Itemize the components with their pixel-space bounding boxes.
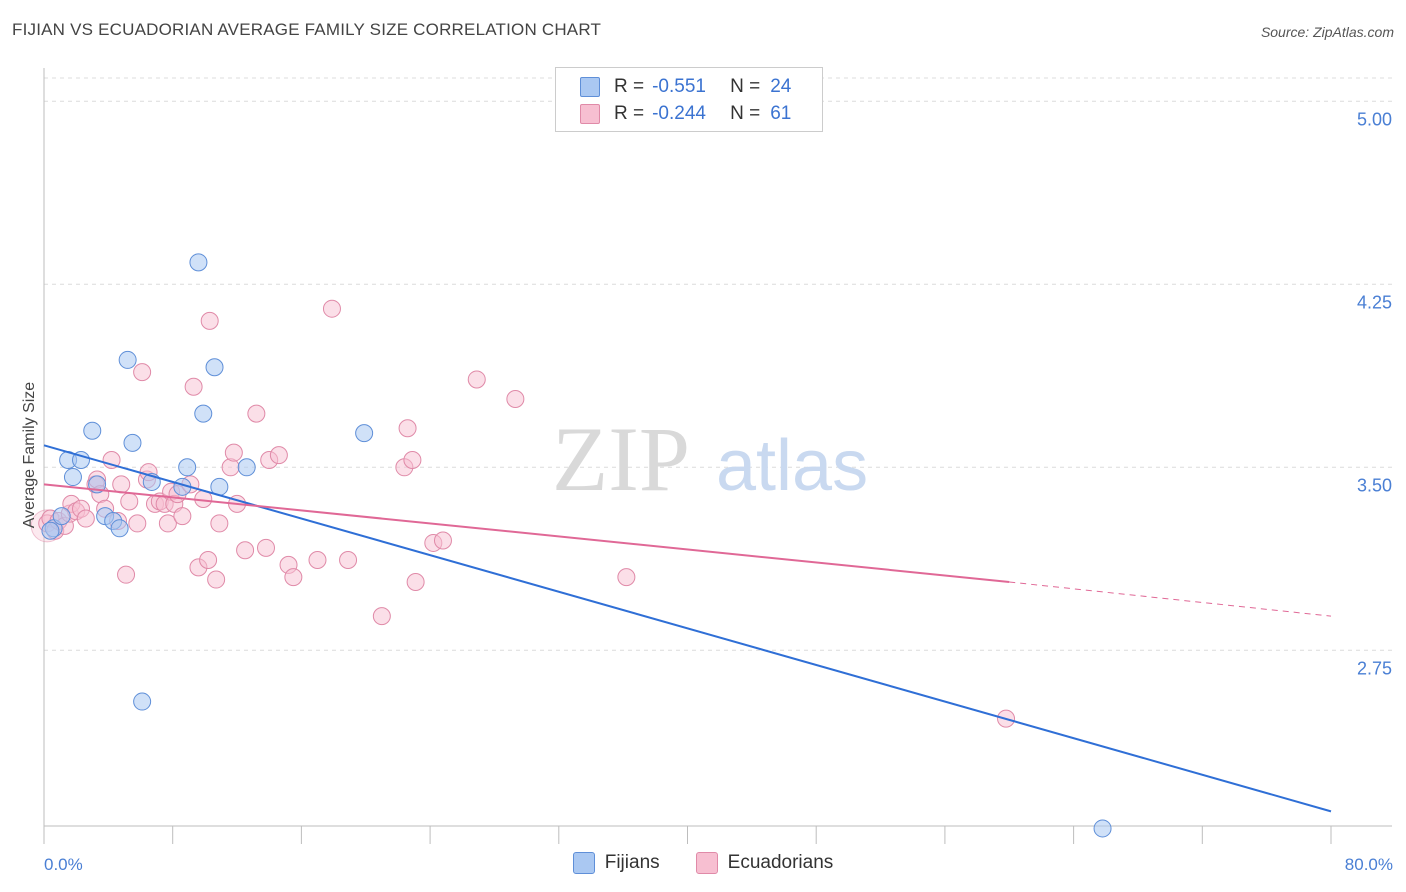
- ecuadorians-point: [224, 443, 243, 462]
- ecuadorians-point: [433, 531, 452, 550]
- ecuadorians-point: [117, 565, 136, 584]
- ecuadorians-point: [372, 607, 391, 626]
- fijians-point: [110, 519, 129, 538]
- tick-labels: 2.75 3.50 4.25 5.00 0.0% 80.0%: [44, 109, 1393, 874]
- watermark-atlas: atlas: [716, 426, 868, 506]
- ecuadorians-point: [207, 570, 226, 589]
- ecuadorians-point: [308, 551, 327, 570]
- fijians-point: [118, 350, 137, 369]
- fijians-point: [72, 450, 91, 469]
- fijians-point: [194, 404, 213, 423]
- r-label: R =: [614, 76, 645, 97]
- ecuadorians-point: [403, 450, 422, 469]
- ecuadorians-point: [184, 377, 203, 396]
- x-tick-label: 80.0%: [1345, 855, 1393, 874]
- y-tick-label: 3.50: [1357, 475, 1392, 495]
- fijians-point: [355, 424, 374, 443]
- fijians-point: [83, 421, 102, 440]
- fijians-point: [63, 468, 82, 487]
- ecuadorians-point: [112, 475, 131, 494]
- ecuadorians-point: [398, 419, 417, 438]
- legend-row-fijians: R = -0.551 N = 24: [580, 74, 791, 100]
- r-value: -0.244: [652, 103, 706, 124]
- ecuadorians-swatch: [580, 104, 600, 124]
- r-value: -0.551: [652, 76, 706, 97]
- series-legend: Fijians Ecuadorians: [0, 852, 1406, 874]
- ecuadorians-point: [133, 363, 152, 382]
- x-tick-label: 0.0%: [44, 855, 83, 874]
- ecuadorians-point: [269, 446, 288, 465]
- fijians-point: [123, 433, 142, 452]
- ecuadorians-point: [257, 538, 276, 557]
- source-label: Source: ZipAtlas.com: [1260, 24, 1394, 40]
- gridlines: [44, 77, 1392, 651]
- n-label: N =: [730, 103, 761, 124]
- y-tick-label: 2.75: [1357, 658, 1392, 678]
- chart-title: FIJIAN VS ECUADORIAN AVERAGE FAMILY SIZE…: [12, 20, 602, 39]
- fijians-point: [52, 507, 71, 526]
- fijians-legend-swatch: [572, 852, 595, 874]
- fijians-point: [178, 458, 197, 477]
- fijians-point: [1093, 819, 1112, 838]
- legend-label-fijians: Fijians: [604, 852, 660, 873]
- trend-lines: [43, 444, 1332, 813]
- y-tick-label: 5.00: [1357, 109, 1392, 129]
- ecuadorians-point: [199, 551, 218, 570]
- ecuadorians-point: [284, 568, 303, 587]
- watermark-zip: ZIP: [552, 408, 690, 510]
- fijians-point: [189, 253, 208, 272]
- correlation-legend: R = -0.551 N = 24 R = -0.244 N = 61: [555, 67, 823, 132]
- ecuadorians-point: [467, 370, 486, 389]
- r-label: R =: [614, 103, 645, 124]
- ecuadorians-point: [617, 568, 636, 587]
- ecuadorians-point: [339, 551, 358, 570]
- fijians-point: [133, 692, 152, 711]
- data-points: [30, 253, 1112, 838]
- ecuadorians-trend-line: [43, 483, 1010, 583]
- legend-item-fijians: Fijians: [572, 852, 660, 874]
- ecuadorians-point: [210, 514, 229, 533]
- ecuadorians-point: [128, 514, 147, 533]
- ecuadorians-point: [158, 514, 177, 533]
- n-label: N =: [730, 76, 761, 97]
- ecuadorians-point: [322, 299, 341, 318]
- ecuadorians-point: [120, 492, 139, 511]
- ecuadorians-trend-extrapolation: [1009, 581, 1332, 617]
- axes: [43, 68, 1392, 844]
- y-axis-label: Average Family Size: [21, 382, 38, 529]
- legend-item-ecuadorians: Ecuadorians: [695, 852, 834, 874]
- legend-label-ecuadorians: Ecuadorians: [727, 852, 834, 873]
- fijians-point: [41, 521, 60, 540]
- ecuadorians-point: [200, 311, 219, 330]
- legend-row-ecuadorians: R = -0.244 N = 61: [580, 101, 791, 127]
- y-tick-label: 4.25: [1357, 292, 1392, 312]
- ecuadorians-point: [247, 404, 266, 423]
- ecuadorians-point: [506, 389, 525, 408]
- ecuadorians-point: [236, 541, 255, 560]
- n-value: 61: [770, 103, 792, 124]
- fijians-point: [205, 358, 224, 377]
- ecuadorians-point: [173, 507, 192, 526]
- fijians-swatch: [580, 77, 600, 97]
- ecuadorians-point: [76, 509, 95, 528]
- fijians-point: [237, 458, 256, 477]
- ecuadorians-legend-swatch: [695, 852, 718, 874]
- ecuadorians-point: [406, 572, 425, 591]
- n-value: 24: [770, 76, 792, 97]
- ecuadorians-point: [221, 458, 240, 477]
